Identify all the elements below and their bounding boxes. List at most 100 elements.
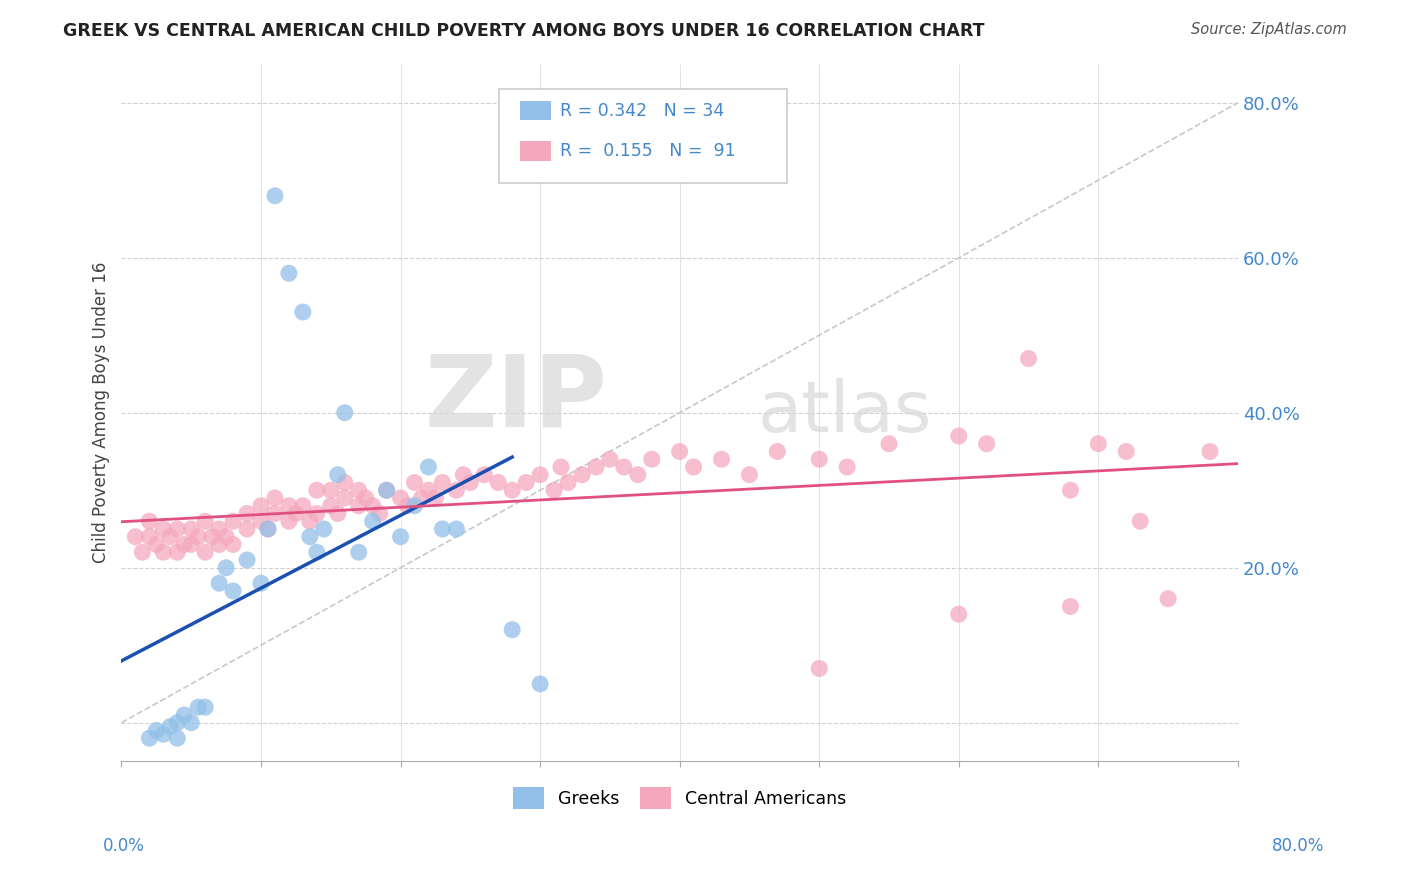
Point xyxy=(501,483,523,498)
Point xyxy=(222,514,245,528)
Point xyxy=(236,522,259,536)
Point xyxy=(152,727,174,741)
Text: ZIP: ZIP xyxy=(425,351,607,447)
Point xyxy=(326,507,349,521)
Point xyxy=(361,514,384,528)
Point xyxy=(418,483,440,498)
Text: 80.0%: 80.0% xyxy=(1272,837,1324,855)
Point xyxy=(710,452,733,467)
Point xyxy=(347,499,370,513)
Point xyxy=(305,507,328,521)
Point xyxy=(808,661,831,675)
Point xyxy=(808,452,831,467)
Point xyxy=(1059,599,1081,614)
Point xyxy=(138,530,160,544)
Text: atlas: atlas xyxy=(758,378,932,447)
Point xyxy=(333,406,356,420)
Point xyxy=(152,522,174,536)
Point xyxy=(1059,483,1081,498)
Point xyxy=(361,499,384,513)
Point xyxy=(501,623,523,637)
Point xyxy=(152,545,174,559)
Point xyxy=(1199,444,1222,458)
Point xyxy=(668,444,690,458)
Point xyxy=(194,700,217,714)
Point xyxy=(599,452,621,467)
Point xyxy=(1157,591,1180,606)
Point xyxy=(396,499,419,513)
Point xyxy=(215,530,238,544)
Point xyxy=(1115,444,1137,458)
Text: R =  0.155   N =  91: R = 0.155 N = 91 xyxy=(560,142,735,160)
Point xyxy=(250,499,273,513)
Point xyxy=(486,475,509,490)
Point xyxy=(877,436,900,450)
Point xyxy=(446,483,468,498)
Point xyxy=(180,715,202,730)
Point xyxy=(837,460,859,475)
Point xyxy=(515,475,537,490)
Point xyxy=(298,530,321,544)
Point xyxy=(277,266,299,280)
Point xyxy=(738,467,761,482)
Point xyxy=(529,467,551,482)
Point xyxy=(166,715,188,730)
Point xyxy=(159,720,181,734)
Point xyxy=(347,545,370,559)
Point xyxy=(585,460,607,475)
Point xyxy=(264,491,287,505)
Text: R = 0.342   N = 34: R = 0.342 N = 34 xyxy=(560,102,724,120)
Point xyxy=(222,584,245,599)
Point xyxy=(375,483,398,498)
Point xyxy=(222,537,245,551)
Point xyxy=(124,530,146,544)
Point xyxy=(404,499,426,513)
Point xyxy=(159,530,181,544)
Point xyxy=(312,522,335,536)
Point xyxy=(208,537,231,551)
Point xyxy=(166,545,188,559)
Point xyxy=(264,188,287,202)
Point xyxy=(641,452,664,467)
Point xyxy=(976,436,998,450)
Point xyxy=(1129,514,1152,528)
Point xyxy=(326,467,349,482)
Point xyxy=(250,576,273,591)
Point xyxy=(404,475,426,490)
Point xyxy=(354,491,377,505)
Point xyxy=(375,483,398,498)
Point xyxy=(291,305,314,319)
Point xyxy=(264,507,287,521)
Point xyxy=(766,444,789,458)
Point xyxy=(1018,351,1040,366)
Point xyxy=(948,429,970,443)
Point xyxy=(257,522,280,536)
Point xyxy=(529,677,551,691)
Point xyxy=(948,607,970,622)
Point xyxy=(418,460,440,475)
Point xyxy=(472,467,495,482)
Point xyxy=(543,483,565,498)
Point xyxy=(194,545,217,559)
Point xyxy=(627,467,650,482)
Point xyxy=(682,460,704,475)
Point xyxy=(166,731,188,746)
Point xyxy=(305,483,328,498)
Point xyxy=(236,507,259,521)
Point xyxy=(460,475,482,490)
Point xyxy=(333,491,356,505)
Point xyxy=(138,514,160,528)
Point xyxy=(432,522,454,536)
Point xyxy=(145,723,167,738)
Point xyxy=(187,700,209,714)
Point xyxy=(368,507,391,521)
Point xyxy=(305,545,328,559)
Point xyxy=(411,491,433,505)
Point xyxy=(333,475,356,490)
Point xyxy=(550,460,572,475)
Point xyxy=(347,483,370,498)
Point xyxy=(389,491,412,505)
Point xyxy=(571,467,593,482)
Point xyxy=(277,499,299,513)
Point xyxy=(425,491,447,505)
